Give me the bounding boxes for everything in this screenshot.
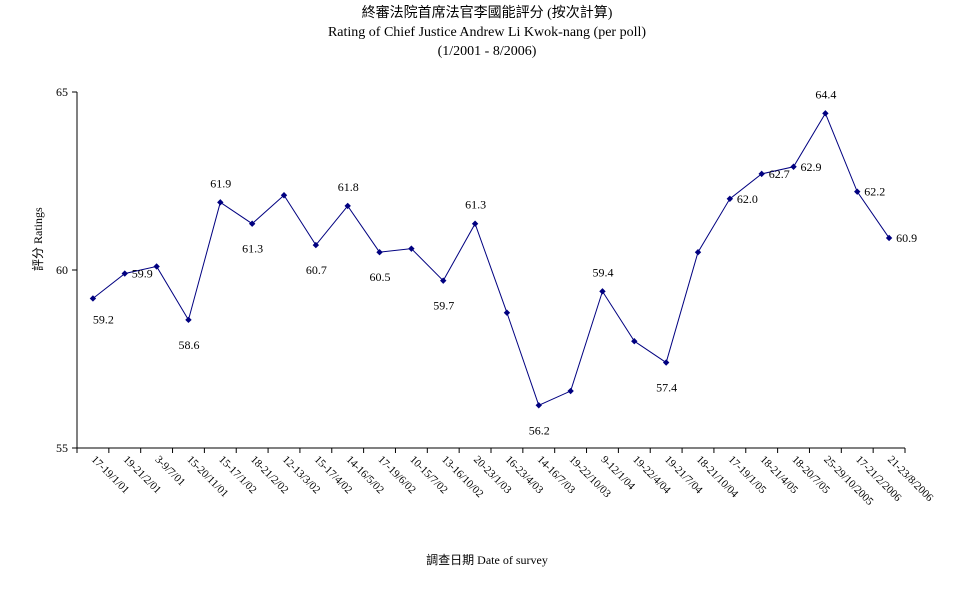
data-point — [248, 220, 256, 227]
data-label: 61.9 — [210, 176, 231, 190]
data-point — [885, 234, 893, 242]
data-point — [790, 163, 797, 170]
data-point — [726, 195, 734, 202]
data-point — [217, 199, 224, 206]
data-label: 58.6 — [178, 338, 199, 352]
data-label: 61.3 — [465, 198, 486, 212]
data-point — [121, 270, 128, 277]
x-tick-labels: 17-19/1/0119-21/2/013-9/7/0115-20/11/011… — [89, 454, 936, 509]
data-label: 62.9 — [801, 160, 822, 174]
data-label: 64.4 — [815, 87, 836, 101]
y-tick-label: 55 — [56, 441, 68, 455]
data-labels: 59.2 59.9 58.6 61.9 61.3 60.7 61.8 60.5 59.7 61.3… — [93, 87, 917, 437]
data-point — [89, 295, 97, 302]
chart-title: 終審法院首席法官李國能評分 (按次計算) — [361, 6, 613, 21]
data-point — [822, 110, 829, 117]
data-label: 61.3 — [242, 242, 263, 256]
x-axis-label: 調查日期 Date of survey — [426, 553, 548, 567]
data-point — [567, 387, 574, 395]
chart-title-block: 終審法院首席法官李國能評分 (按次計算) Rating of Chief Jus… — [0, 4, 974, 61]
axes: 55 60 65 — [56, 85, 906, 455]
y-tick-label: 65 — [56, 85, 68, 99]
data-label: 60.5 — [370, 270, 391, 284]
data-point — [535, 402, 542, 409]
data-point — [758, 170, 765, 178]
data-label: 59.9 — [132, 267, 153, 281]
data-point — [503, 309, 511, 316]
data-label: 56.2 — [529, 423, 550, 437]
data-point — [599, 288, 606, 295]
data-point — [854, 188, 861, 195]
data-label: 62.7 — [769, 167, 790, 181]
chart-date-range: (1/2001 - 8/2006) — [437, 44, 537, 59]
data-label: 57.4 — [656, 381, 677, 395]
data-label: 62.2 — [864, 185, 885, 199]
data-point — [185, 316, 192, 324]
data-label: 60.7 — [306, 263, 327, 277]
data-point — [344, 202, 351, 210]
data-label: 59.2 — [93, 312, 114, 326]
data-point — [408, 245, 415, 252]
series-line — [92, 112, 890, 406]
series-rating — [89, 110, 893, 409]
data-point — [312, 241, 320, 249]
data-point — [440, 277, 447, 284]
data-label: 59.7 — [433, 299, 454, 313]
data-point — [376, 249, 383, 256]
data-label: 60.9 — [896, 231, 917, 245]
data-label: 62.0 — [737, 192, 758, 206]
data-label: 61.8 — [338, 180, 359, 194]
data-point — [471, 220, 479, 227]
data-point — [631, 338, 638, 345]
data-point — [662, 359, 670, 366]
chart-subtitle: Rating of Chief Justice Andrew Li Kwok-n… — [327, 25, 647, 40]
data-point — [153, 263, 160, 270]
data-point — [694, 249, 702, 256]
data-label: 59.4 — [592, 265, 613, 279]
data-point — [280, 192, 288, 199]
y-tick-label: 60 — [56, 263, 68, 277]
